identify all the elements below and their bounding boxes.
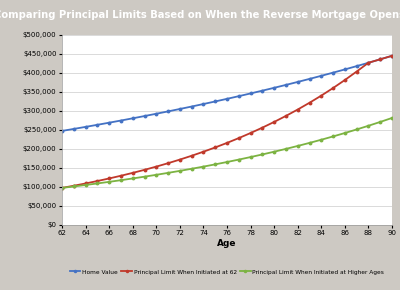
Principal Limit When Initiated at 62 <box>71 184 76 187</box>
Principal Limit When Initiated at 62 <box>319 94 324 97</box>
Home Value <box>295 80 300 84</box>
Home Value <box>260 89 265 93</box>
Principal Limit When Initiated at Higher Ages <box>95 182 100 185</box>
Principal Limit When Initiated at 62 <box>307 101 312 104</box>
Principal Limit When Initiated at Higher Ages <box>154 173 159 177</box>
Principal Limit When Initiated at Higher Ages <box>60 186 64 190</box>
Home Value <box>284 83 288 87</box>
Principal Limit When Initiated at 62 <box>201 150 206 153</box>
Principal Limit When Initiated at 62 <box>272 120 276 124</box>
Home Value <box>107 121 112 124</box>
Principal Limit When Initiated at Higher Ages <box>236 158 241 161</box>
Home Value <box>118 119 123 122</box>
Home Value <box>248 92 253 95</box>
Principal Limit When Initiated at Higher Ages <box>130 177 135 180</box>
Principal Limit When Initiated at Higher Ages <box>248 155 253 159</box>
Home Value <box>189 105 194 108</box>
Principal Limit When Initiated at Higher Ages <box>118 178 123 182</box>
Principal Limit When Initiated at 62 <box>260 126 265 129</box>
Principal Limit When Initiated at Higher Ages <box>142 175 147 178</box>
Home Value <box>213 100 218 103</box>
Home Value <box>342 68 347 71</box>
Principal Limit When Initiated at 62 <box>142 168 147 172</box>
Legend: Home Value, Principal Limit When Initiated at 62, Principal Limit When Initiated: Home Value, Principal Limit When Initiat… <box>70 269 384 275</box>
Principal Limit When Initiated at 62 <box>130 171 135 175</box>
Principal Limit When Initiated at Higher Ages <box>225 160 230 164</box>
Principal Limit When Initiated at 62 <box>213 146 218 149</box>
X-axis label: Age: Age <box>217 239 237 248</box>
Home Value <box>272 86 276 90</box>
Home Value <box>154 112 159 115</box>
Home Value <box>236 95 241 98</box>
Home Value <box>225 97 230 101</box>
Home Value <box>166 110 170 113</box>
Principal Limit When Initiated at Higher Ages <box>366 124 371 128</box>
Principal Limit When Initiated at Higher Ages <box>284 147 288 151</box>
Principal Limit When Initiated at 62 <box>284 114 288 118</box>
Home Value <box>95 123 100 126</box>
Home Value <box>201 102 206 106</box>
Home Value <box>130 117 135 120</box>
Principal Limit When Initiated at Higher Ages <box>319 138 324 142</box>
Line: Home Value: Home Value <box>60 54 394 133</box>
Principal Limit When Initiated at Higher Ages <box>260 153 265 156</box>
Principal Limit When Initiated at 62 <box>95 179 100 183</box>
Principal Limit When Initiated at Higher Ages <box>178 169 182 173</box>
Principal Limit When Initiated at Higher Ages <box>166 171 170 175</box>
Principal Limit When Initiated at Higher Ages <box>272 150 276 153</box>
Principal Limit When Initiated at Higher Ages <box>307 141 312 145</box>
Home Value <box>83 125 88 129</box>
Home Value <box>307 77 312 81</box>
Principal Limit When Initiated at 62 <box>178 158 182 161</box>
Principal Limit When Initiated at 62 <box>83 182 88 185</box>
Home Value <box>366 61 371 64</box>
Home Value <box>178 107 182 111</box>
Principal Limit When Initiated at Higher Ages <box>295 144 300 148</box>
Principal Limit When Initiated at 62 <box>154 165 159 168</box>
Principal Limit When Initiated at Higher Ages <box>390 116 394 120</box>
Principal Limit When Initiated at Higher Ages <box>331 135 336 138</box>
Principal Limit When Initiated at Higher Ages <box>354 128 359 131</box>
Principal Limit When Initiated at 62 <box>390 54 394 57</box>
Principal Limit When Initiated at 62 <box>354 70 359 73</box>
Principal Limit When Initiated at 62 <box>248 131 253 135</box>
Line: Principal Limit When Initiated at Higher Ages: Principal Limit When Initiated at Higher… <box>60 116 394 190</box>
Principal Limit When Initiated at Higher Ages <box>201 165 206 168</box>
Principal Limit When Initiated at Higher Ages <box>189 167 194 171</box>
Principal Limit When Initiated at 62 <box>189 154 194 157</box>
Principal Limit When Initiated at 62 <box>107 177 112 180</box>
Home Value <box>142 114 147 118</box>
Principal Limit When Initiated at Higher Ages <box>342 131 347 135</box>
Principal Limit When Initiated at Higher Ages <box>83 183 88 187</box>
Principal Limit When Initiated at Higher Ages <box>71 185 76 188</box>
Principal Limit When Initiated at Higher Ages <box>213 163 218 166</box>
Home Value <box>331 71 336 75</box>
Principal Limit When Initiated at 62 <box>236 136 241 140</box>
Principal Limit When Initiated at 62 <box>342 78 347 82</box>
Principal Limit When Initiated at Higher Ages <box>107 180 112 184</box>
Principal Limit When Initiated at 62 <box>225 141 230 145</box>
Principal Limit When Initiated at 62 <box>378 58 383 61</box>
Home Value <box>390 54 394 57</box>
Principal Limit When Initiated at 62 <box>366 61 371 64</box>
Principal Limit When Initiated at Higher Ages <box>378 120 383 124</box>
Line: Principal Limit When Initiated at 62: Principal Limit When Initiated at 62 <box>60 54 394 190</box>
Home Value <box>319 74 324 77</box>
Text: Comparing Principal Limits Based on When the Reverse Mortgage Opens: Comparing Principal Limits Based on When… <box>0 10 400 20</box>
Home Value <box>354 64 359 68</box>
Home Value <box>71 127 76 131</box>
Principal Limit When Initiated at 62 <box>60 186 64 190</box>
Principal Limit When Initiated at 62 <box>118 174 123 177</box>
Principal Limit When Initiated at 62 <box>295 108 300 111</box>
Home Value <box>60 129 64 133</box>
Principal Limit When Initiated at 62 <box>331 86 336 90</box>
Principal Limit When Initiated at 62 <box>166 162 170 165</box>
Home Value <box>378 58 383 61</box>
